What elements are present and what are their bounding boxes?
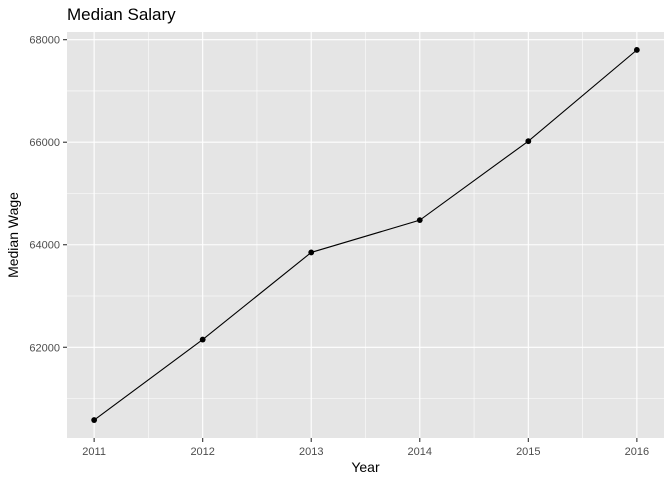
data-point: [633, 47, 640, 53]
x-axis-title: Year: [351, 459, 380, 475]
x-axis: 2011 2012 2013 2014 2015 2016: [82, 438, 649, 458]
x-tick-label: 2015: [516, 446, 540, 458]
y-tick-label: 68000: [29, 35, 60, 47]
x-tick-label: 2013: [299, 446, 323, 458]
data-point: [91, 417, 98, 423]
data-point: [525, 138, 532, 145]
data-point: [308, 249, 315, 256]
minor-gridlines: [67, 32, 664, 438]
y-axis: 62000 64000 66000 68000: [29, 35, 67, 354]
x-tick-label: 2011: [82, 446, 106, 458]
data-point: [416, 217, 423, 224]
y-tick-label: 64000: [29, 240, 60, 252]
data-point: [199, 336, 206, 343]
y-tick-label: 66000: [29, 137, 60, 149]
series-layer: [91, 47, 640, 423]
x-tick-label: 2012: [190, 446, 214, 458]
series-line: [93, 49, 638, 421]
y-tick-label: 62000: [29, 342, 60, 354]
y-axis-title: Median Wage: [5, 192, 21, 278]
x-tick-label: 2016: [625, 446, 649, 458]
major-gridlines: [67, 32, 664, 438]
x-tick-label: 2014: [408, 446, 432, 458]
chart-title: Median Salary: [67, 5, 176, 24]
